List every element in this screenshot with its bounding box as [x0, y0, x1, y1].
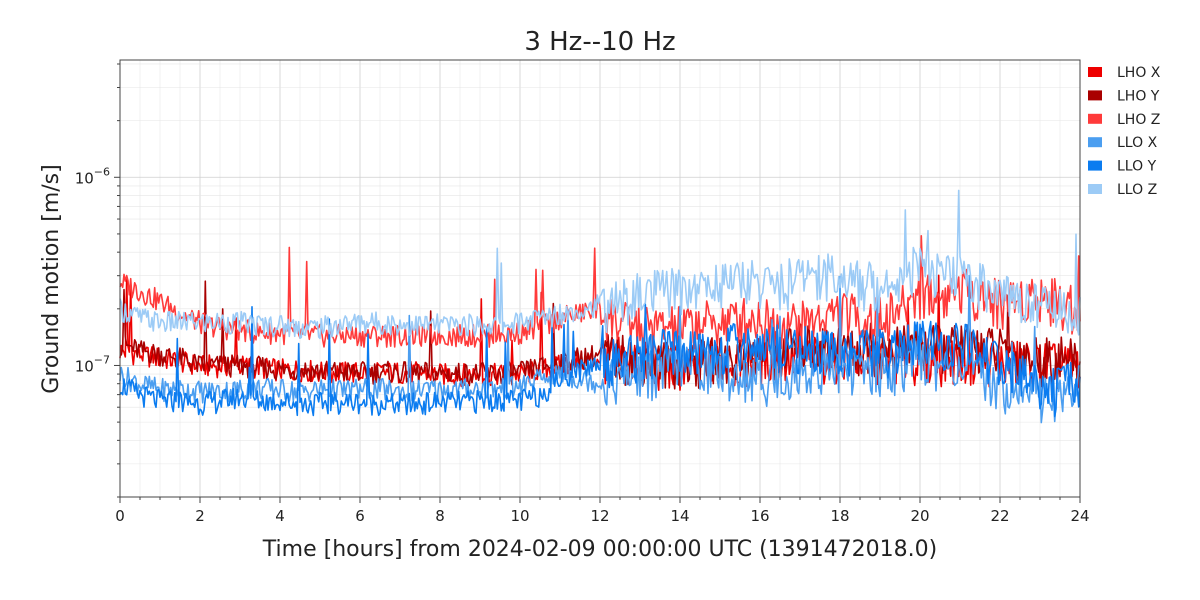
- legend-label: LHO Y: [1117, 88, 1160, 104]
- legend-label: LLO Y: [1117, 159, 1157, 175]
- x-tick-label: 0: [115, 507, 125, 525]
- x-tick-label: 18: [830, 507, 849, 525]
- grid: [119, 60, 1081, 498]
- x-axis-ticks: 0 2 4 6 8 10 12 14 16 18 20 22 24: [115, 497, 1090, 525]
- legend-swatch: [1088, 184, 1102, 194]
- x-tick-label: 24: [1070, 507, 1089, 525]
- x-tick-label: 4: [275, 507, 285, 525]
- x-axis-label: Time [hours] from 2024-02-09 00:00:00 UT…: [262, 537, 937, 562]
- legend-label: LHO Z: [1117, 112, 1160, 128]
- legend-swatch: [1088, 67, 1102, 77]
- chart-title: 3 Hz--10 Hz: [524, 27, 675, 57]
- series-line-llo-y: [119, 303, 1081, 418]
- legend: LHO X LHO Y LHO Z LLO X LLO Y LLO Z: [1088, 65, 1161, 198]
- x-tick-label: 16: [750, 507, 769, 525]
- y-axis-ticks: 10−7 10−6: [75, 63, 120, 498]
- legend-label: LLO Z: [1117, 182, 1157, 198]
- x-tick-label: 2: [195, 507, 205, 525]
- legend-swatch: [1088, 90, 1102, 101]
- y-axis-label: Ground motion [m/s]: [39, 164, 64, 393]
- legend-swatch: [1088, 113, 1102, 124]
- x-tick-label: 10: [510, 507, 529, 525]
- x-tick-label: 12: [590, 507, 609, 525]
- x-tick-label: 6: [355, 507, 365, 525]
- legend-label: LHO X: [1117, 65, 1161, 81]
- y-tick-label: 10−7: [75, 353, 110, 375]
- series-line-llo-z: [119, 189, 1081, 340]
- x-tick-label: 20: [910, 507, 929, 525]
- legend-swatch: [1088, 160, 1102, 171]
- legend-label: LLO X: [1117, 135, 1158, 151]
- y-tick-label: 10−6: [75, 165, 110, 187]
- x-tick-label: 14: [670, 507, 689, 525]
- legend-swatch: [1088, 137, 1102, 148]
- x-tick-label: 8: [435, 507, 445, 525]
- series-layer: [119, 189, 1081, 424]
- series-line-lho-z: [119, 235, 1081, 355]
- x-tick-label: 22: [990, 507, 1009, 525]
